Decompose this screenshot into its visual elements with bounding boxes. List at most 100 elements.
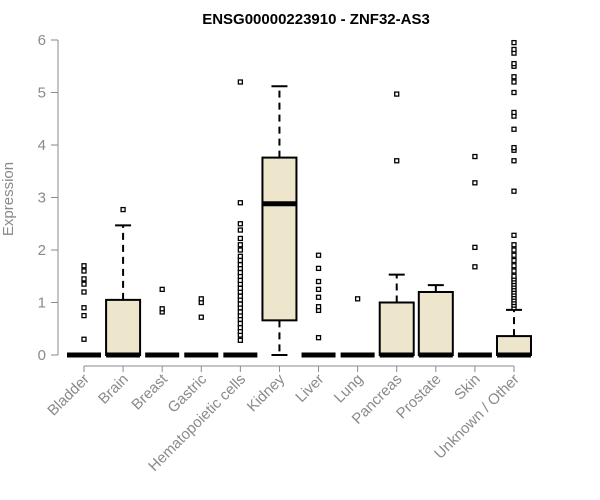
outlier-point (237, 320, 244, 327)
outlier-point (237, 277, 244, 284)
outlier-point (394, 91, 400, 97)
x-tick-label: Liver (292, 371, 327, 406)
box-group (223, 79, 258, 358)
outlier-point (198, 314, 204, 320)
outlier-point (198, 296, 204, 302)
outlier-point (81, 281, 87, 287)
outlier-point (81, 336, 87, 342)
outlier-point (237, 221, 244, 227)
outlier-point (472, 244, 478, 251)
outlier-point (394, 158, 400, 164)
y-tick-label: 1 (38, 295, 46, 312)
outlier-point (511, 242, 517, 248)
outlier-point (511, 144, 517, 151)
outlier-point (237, 262, 244, 268)
outlier-point (237, 227, 244, 233)
y-tick-label: 6 (38, 32, 46, 49)
box-group (340, 296, 375, 358)
outlier-point (159, 306, 165, 312)
box (261, 156, 298, 322)
box (378, 301, 415, 356)
outlier-point (237, 79, 244, 85)
outlier-point (237, 325, 244, 331)
box (495, 335, 532, 357)
outlier-point (81, 305, 87, 311)
outlier-point (237, 247, 244, 253)
y-tick-label: 4 (38, 137, 46, 154)
x-tick-label: Brain (95, 371, 132, 408)
outlier-point (237, 200, 244, 206)
outlier-point (511, 89, 517, 96)
outlier-point (237, 269, 244, 276)
outlier-point (511, 74, 517, 80)
box-group (457, 153, 492, 358)
outlier-point (237, 257, 244, 264)
x-tick-label: Kidney (244, 370, 289, 415)
outlier-point (511, 109, 517, 116)
box-group (261, 85, 298, 356)
outlier-point (81, 268, 87, 274)
outlier-point (81, 289, 87, 295)
outlier-point (237, 309, 244, 315)
box-group (105, 206, 142, 358)
outlier-point (472, 153, 478, 160)
outlier-point (511, 247, 517, 253)
box-group (301, 252, 336, 358)
outlier-point (315, 286, 322, 293)
outlier-point (511, 268, 517, 274)
chart-title: ENSG00000223910 - ZNF32-AS3 (202, 11, 430, 28)
outlier-point (315, 304, 322, 310)
outlier-point (511, 158, 517, 164)
outlier-point (315, 294, 322, 300)
outlier-point (81, 276, 87, 282)
y-tick-label: 3 (38, 190, 46, 207)
outlier-point (237, 253, 244, 259)
outlier-point (315, 252, 322, 258)
outlier-point (315, 278, 322, 285)
outlier-point (237, 242, 244, 248)
box-group (145, 286, 180, 358)
box-group (378, 91, 415, 358)
box-group (67, 263, 101, 358)
outlier-point (511, 252, 517, 258)
x-tick-label: Bladder (44, 371, 93, 420)
outlier-point (237, 285, 244, 291)
y-tick-label: 2 (38, 242, 46, 259)
box (417, 291, 454, 356)
outlier-point (237, 301, 244, 307)
axes: 0 1 2 3 4 5 6 (38, 32, 515, 372)
outlier-point (81, 263, 87, 269)
outlier-point (237, 337, 244, 343)
outlier-point (511, 60, 517, 67)
outlier-point (237, 235, 244, 242)
outlier-point (472, 264, 478, 270)
outlier-point (81, 312, 87, 319)
outlier-point (120, 206, 126, 213)
outlier-point (511, 273, 517, 279)
y-tick-label: 0 (38, 347, 46, 364)
box-group (184, 296, 219, 358)
outlier-point (511, 232, 517, 238)
outlier-point (511, 257, 517, 264)
outlier-point (511, 126, 517, 132)
y-tick-label: 5 (38, 85, 46, 102)
box-group (495, 39, 532, 358)
outlier-point (315, 265, 322, 272)
outlier-point (511, 46, 517, 53)
outlier-point (472, 180, 478, 186)
outlier-point (511, 188, 517, 194)
outlier-point (511, 79, 517, 85)
box-group (417, 284, 454, 358)
boxes (67, 39, 532, 358)
outlier-point (511, 39, 517, 46)
outlier-point (354, 296, 361, 302)
x-tick-label: Skin (451, 371, 484, 404)
outlier-point (511, 263, 517, 269)
outlier-point (237, 293, 244, 299)
y-axis-label: Expression (0, 162, 17, 236)
x-tick-label: Lung (331, 371, 367, 407)
outlier-point (159, 286, 165, 293)
outlier-point (315, 335, 322, 341)
